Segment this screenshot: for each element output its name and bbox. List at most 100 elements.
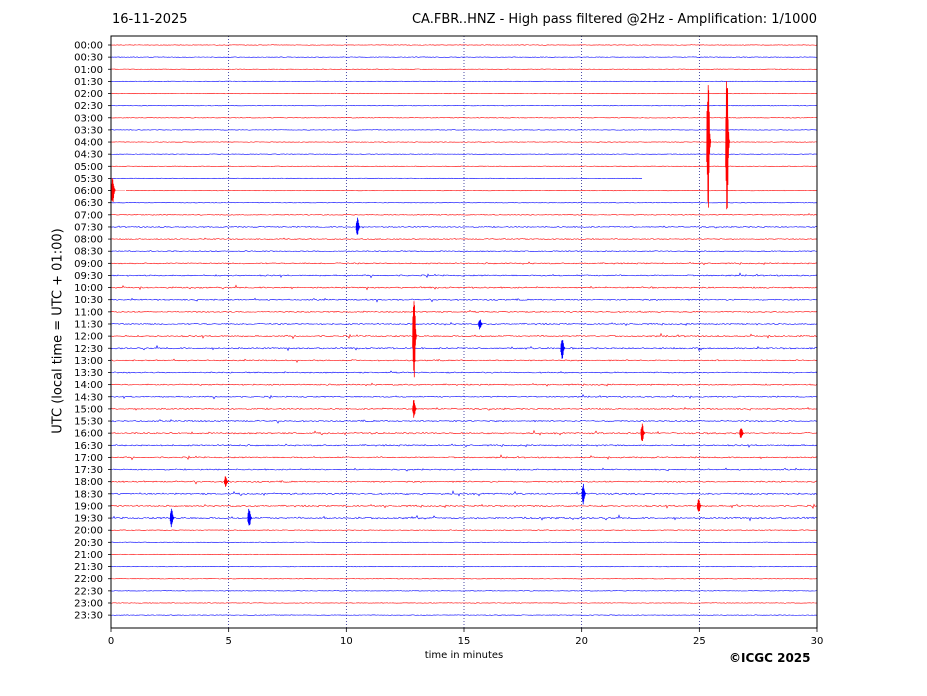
trace-1300 xyxy=(110,358,818,363)
trace-2300 xyxy=(110,602,818,604)
y-tick-label-0800: 08:00 xyxy=(74,235,103,246)
trace-0200 xyxy=(110,92,818,95)
trace-2230 xyxy=(110,590,818,592)
trace-1830 xyxy=(110,490,818,497)
y-tick-label-1030: 10:30 xyxy=(74,295,103,306)
event-0 xyxy=(706,85,712,208)
trace-1700 xyxy=(110,454,818,461)
trace-2100 xyxy=(110,553,818,556)
trace-1130 xyxy=(110,322,818,326)
x-tick-label-4: 20 xyxy=(575,636,588,647)
trace-1430 xyxy=(110,393,818,400)
y-tick-label-1600: 16:00 xyxy=(74,429,103,440)
trace-0100 xyxy=(110,68,818,70)
y-tick-label-1700: 17:00 xyxy=(74,453,103,464)
event-10 xyxy=(640,423,646,442)
trace-0900 xyxy=(110,261,818,266)
trace-1800 xyxy=(110,480,818,485)
event-6 xyxy=(581,483,587,505)
trace-1030 xyxy=(110,297,818,303)
trace-1730 xyxy=(110,467,818,472)
y-tick-label-2300: 23:00 xyxy=(74,598,103,609)
y-tick-label-2130: 21:30 xyxy=(74,562,103,573)
trace-0730 xyxy=(110,225,818,229)
y-tick-label-0400: 04:00 xyxy=(74,138,103,149)
trace-2030 xyxy=(110,541,818,543)
x-tick-label-0: 0 xyxy=(108,636,114,647)
event-2 xyxy=(111,178,116,203)
y-tick-label-1500: 15:00 xyxy=(74,404,103,415)
y-tick-label-1530: 15:30 xyxy=(74,417,103,428)
grid-lines xyxy=(228,36,700,628)
y-tick-label-2330: 23:30 xyxy=(74,611,103,622)
y-tick-label-0500: 05:00 xyxy=(74,162,103,173)
y-tick-label-1930: 19:30 xyxy=(74,514,103,525)
y-tick-label-2100: 21:00 xyxy=(74,550,103,561)
y-tick-label-2030: 20:30 xyxy=(74,538,103,549)
copyright-label: ©ICGC 2025 xyxy=(729,651,811,665)
trace-1200 xyxy=(110,332,818,340)
y-tick-label-0630: 06:30 xyxy=(74,198,103,209)
y-tick-label-0030: 00:30 xyxy=(74,53,103,64)
y-tick-label-1900: 19:00 xyxy=(74,501,103,512)
y-tick-label-0430: 04:30 xyxy=(74,150,103,161)
y-tick-label-2230: 22:30 xyxy=(74,586,103,597)
y-tick-label-0600: 06:00 xyxy=(74,186,103,197)
y-tick-label-1330: 13:30 xyxy=(74,368,103,379)
trace-2130 xyxy=(110,565,818,568)
trace-0400 xyxy=(110,141,818,143)
trace-0430 xyxy=(110,153,818,155)
y-tick-label-1200: 12:00 xyxy=(74,332,103,343)
y-tick-label-0830: 08:30 xyxy=(74,247,103,258)
x-tick-label-5: 25 xyxy=(693,636,706,647)
event-11 xyxy=(739,428,744,438)
x-tick-label-1: 5 xyxy=(225,636,231,647)
trace-2330 xyxy=(110,614,818,616)
event-3 xyxy=(412,301,417,378)
y-tick-label-0130: 01:30 xyxy=(74,77,103,88)
y-tick-label-0230: 02:30 xyxy=(74,101,103,112)
trace-0230 xyxy=(110,104,818,107)
event-1 xyxy=(725,81,730,210)
trace-0330 xyxy=(110,129,818,131)
trace-0030 xyxy=(110,56,818,58)
event-4 xyxy=(560,340,566,359)
y-tick-label-1430: 14:30 xyxy=(74,392,103,403)
trace-0700 xyxy=(110,213,818,216)
y-tick-label-1230: 12:30 xyxy=(74,344,103,355)
y-tick-label-2200: 22:00 xyxy=(74,574,103,585)
trace-1500 xyxy=(110,406,818,411)
trace-1000 xyxy=(110,284,818,291)
y-tick-label-1100: 11:00 xyxy=(74,307,103,318)
y-tick-label-0000: 00:00 xyxy=(74,41,103,52)
y-tick-label-0100: 01:00 xyxy=(74,65,103,76)
y-tick-label-2000: 20:00 xyxy=(74,526,103,537)
x-ticks: 0 5 10 15 20 25 30 xyxy=(108,628,824,647)
y-tick-label-1300: 13:00 xyxy=(74,356,103,367)
trace-2200 xyxy=(110,577,818,580)
x-axis-label: time in minutes xyxy=(424,650,504,661)
y-tick-label-0200: 02:00 xyxy=(74,89,103,100)
x-tick-label-3: 15 xyxy=(458,636,471,647)
trace-1630 xyxy=(110,443,818,448)
y-tick-label-1800: 18:00 xyxy=(74,477,103,488)
trace-1400 xyxy=(110,382,818,387)
y-tick-label-0330: 03:30 xyxy=(74,125,103,136)
y-tick-label-1000: 10:00 xyxy=(74,283,103,294)
trace-1930 xyxy=(110,514,818,522)
event-spikes xyxy=(111,81,744,528)
trace-0930 xyxy=(110,272,818,279)
y-tick-label-0530: 05:30 xyxy=(74,174,103,185)
y-tick-label-1130: 11:30 xyxy=(74,319,103,330)
trace-1230 xyxy=(110,344,818,352)
trace-0000 xyxy=(110,44,818,46)
trace-1100 xyxy=(110,309,818,313)
trace-0830 xyxy=(110,250,818,253)
event-14 xyxy=(478,319,483,330)
y-tick-label-0300: 03:00 xyxy=(74,113,103,124)
trace-0500 xyxy=(110,165,818,167)
y-tick-label-0900: 09:00 xyxy=(74,259,103,270)
trace-0130 xyxy=(110,80,818,83)
x-tick-label-6: 30 xyxy=(811,636,824,647)
trace-1530 xyxy=(110,419,818,424)
